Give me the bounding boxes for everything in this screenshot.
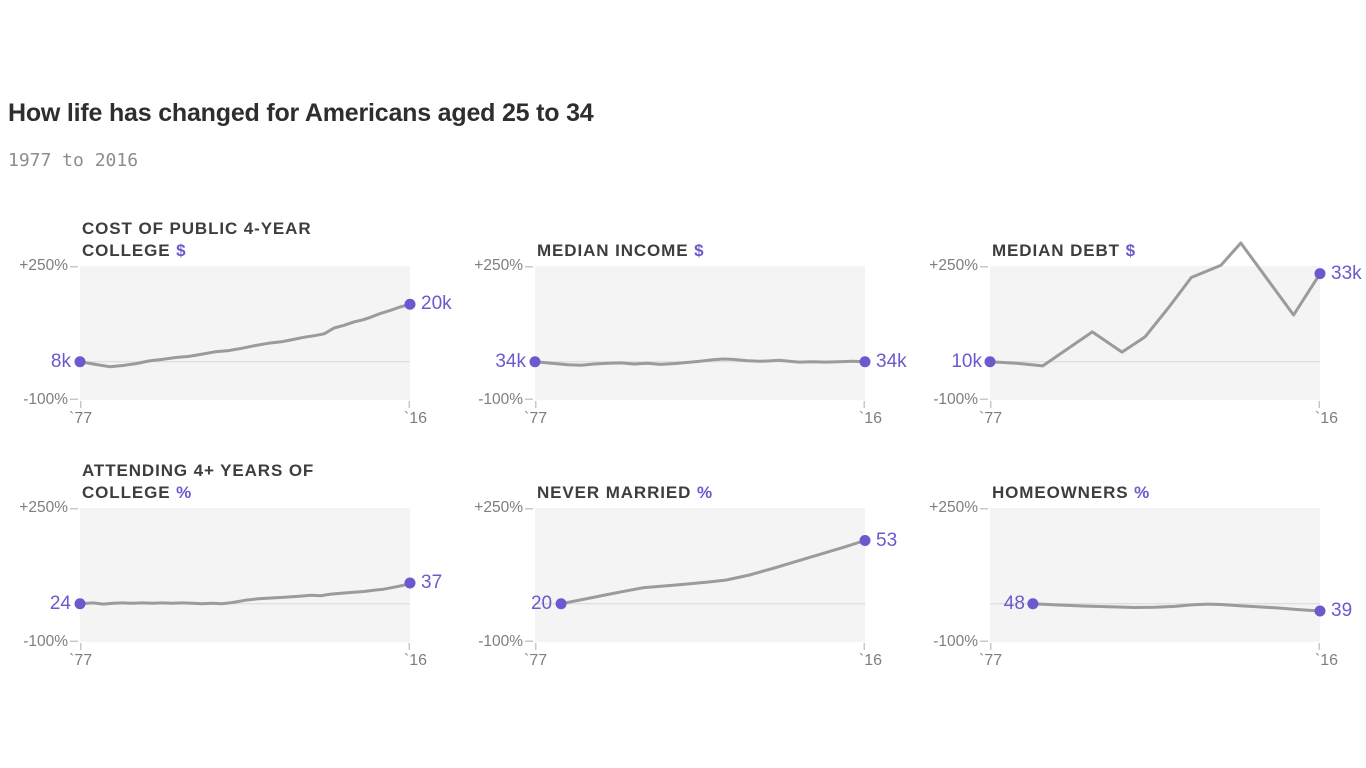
panel-title-text: HOMEOWNERS — [992, 483, 1129, 502]
panel-title: HOMEOWNERS % — [992, 482, 1274, 504]
end-value-label: 20k — [421, 293, 452, 315]
end-dot — [859, 535, 871, 547]
panel-title: MEDIAN DEBT $ — [992, 240, 1274, 262]
y-axis-min-label: -100% — [478, 633, 523, 650]
trend-line — [78, 581, 412, 606]
end-dot — [1314, 605, 1326, 617]
plot-background — [990, 508, 1320, 642]
plot-background — [80, 508, 410, 642]
y-axis-max-label: +250% — [929, 499, 978, 516]
start-value-label: 20 — [530, 592, 553, 614]
panel-unit-symbol: $ — [176, 241, 187, 260]
end-value-label: 33k — [1331, 262, 1362, 284]
start-value-label: 34k — [495, 350, 526, 372]
start-value-label: 10k — [951, 350, 982, 372]
y-axis-min-label: -100% — [933, 391, 978, 408]
end-value-label: 37 — [421, 572, 443, 594]
plot-background — [80, 266, 410, 400]
line-chart-plot — [525, 508, 871, 650]
chart-panel-median-debt: MEDIAN DEBT $ +250% -100% 10k 33k `77 `1… — [910, 198, 1366, 440]
x-axis-start-label: `77 — [524, 652, 548, 669]
panel-title-text: MEDIAN INCOME — [537, 241, 689, 260]
start-dot — [74, 598, 86, 610]
x-axis-end-label: `16 — [858, 652, 882, 669]
y-axis-min-label: -100% — [933, 633, 978, 650]
x-axis-start-label: `77 — [69, 652, 93, 669]
panel-title-text: NEVER MARRIED — [537, 483, 692, 502]
x-axis-end-label: `16 — [858, 410, 882, 427]
start-dot — [74, 356, 86, 368]
x-axis-start-label: `77 — [979, 652, 1003, 669]
panel-title: ATTENDING 4+ YEARS OF COLLEGE % — [82, 460, 364, 504]
start-value-label: 48 — [1003, 592, 1025, 614]
plot-background — [990, 266, 1320, 400]
panel-unit-symbol: $ — [694, 241, 705, 260]
plot-background — [535, 266, 865, 400]
chart-panel-never-married: NEVER MARRIED % +250% -100% 20 53 `77 `1… — [455, 440, 910, 682]
start-dot — [555, 598, 567, 610]
y-axis-max-label: +250% — [474, 499, 523, 516]
panel-title: NEVER MARRIED % — [537, 482, 819, 504]
end-dot — [404, 577, 416, 589]
chart-panel-median-income: MEDIAN INCOME $ +250% -100% 34k 34k `77 … — [455, 198, 910, 440]
small-multiples-grid: COST OF PUBLIC 4-YEAR COLLEGE $ +250% -1… — [0, 198, 1366, 682]
y-axis-max-label: +250% — [929, 257, 978, 274]
trend-line — [533, 357, 867, 367]
start-dot — [529, 356, 541, 368]
start-dot — [1027, 598, 1039, 610]
trend-line — [1031, 602, 1322, 613]
trend-line — [78, 302, 412, 369]
panel-title-text: MEDIAN DEBT — [992, 241, 1120, 260]
x-axis-end-label: `16 — [403, 652, 427, 669]
page-subtitle: 1977 to 2016 — [8, 150, 139, 171]
end-value-label: 39 — [1331, 599, 1353, 621]
start-value-label: 24 — [49, 592, 71, 614]
end-value-label: 34k — [876, 350, 907, 372]
line-chart-plot — [980, 241, 1326, 408]
trend-line — [988, 241, 1322, 368]
y-axis-min-label: -100% — [478, 391, 523, 408]
x-axis-end-label: `16 — [1314, 410, 1338, 427]
x-axis-start-label: `77 — [69, 410, 93, 427]
end-dot — [1314, 268, 1326, 280]
x-axis-start-label: `77 — [524, 410, 548, 427]
y-axis-min-label: -100% — [23, 633, 68, 650]
y-axis-max-label: +250% — [474, 257, 523, 274]
x-axis-start-label: `77 — [979, 410, 1003, 427]
y-axis-max-label: +250% — [19, 499, 68, 516]
y-axis-min-label: -100% — [23, 391, 68, 408]
panel-unit-symbol: % — [1134, 483, 1151, 502]
chart-panel-college-cost: COST OF PUBLIC 4-YEAR COLLEGE $ +250% -1… — [0, 198, 455, 440]
panel-unit-symbol: % — [696, 483, 713, 502]
plot-background — [535, 508, 865, 642]
start-dot — [984, 356, 996, 368]
chart-panel-homeowners: HOMEOWNERS % +250% -100% 48 39 `77 `16 — [910, 440, 1366, 682]
end-dot — [859, 356, 871, 368]
line-chart-plot — [980, 508, 1326, 650]
line-chart-plot — [525, 266, 871, 408]
x-axis-end-label: `16 — [403, 410, 427, 427]
line-chart-plot — [70, 266, 416, 408]
end-value-label: 53 — [876, 529, 898, 551]
x-axis-end-label: `16 — [1314, 652, 1338, 669]
panel-title-text: ATTENDING 4+ YEARS OF COLLEGE — [82, 461, 315, 502]
panel-unit-symbol: % — [176, 483, 193, 502]
trend-line — [559, 539, 867, 606]
panel-title: MEDIAN INCOME $ — [537, 240, 819, 262]
panel-unit-symbol: $ — [1125, 241, 1136, 260]
end-dot — [404, 298, 416, 310]
panel-title-text: COST OF PUBLIC 4-YEAR COLLEGE — [82, 219, 312, 260]
panel-title: COST OF PUBLIC 4-YEAR COLLEGE $ — [82, 218, 364, 262]
page-title: How life has changed for Americans aged … — [8, 99, 594, 127]
chart-panel-college-attendance: ATTENDING 4+ YEARS OF COLLEGE % +250% -1… — [0, 440, 455, 682]
y-axis-max-label: +250% — [19, 257, 68, 274]
line-chart-plot — [70, 508, 416, 650]
start-value-label: 8k — [50, 350, 71, 372]
